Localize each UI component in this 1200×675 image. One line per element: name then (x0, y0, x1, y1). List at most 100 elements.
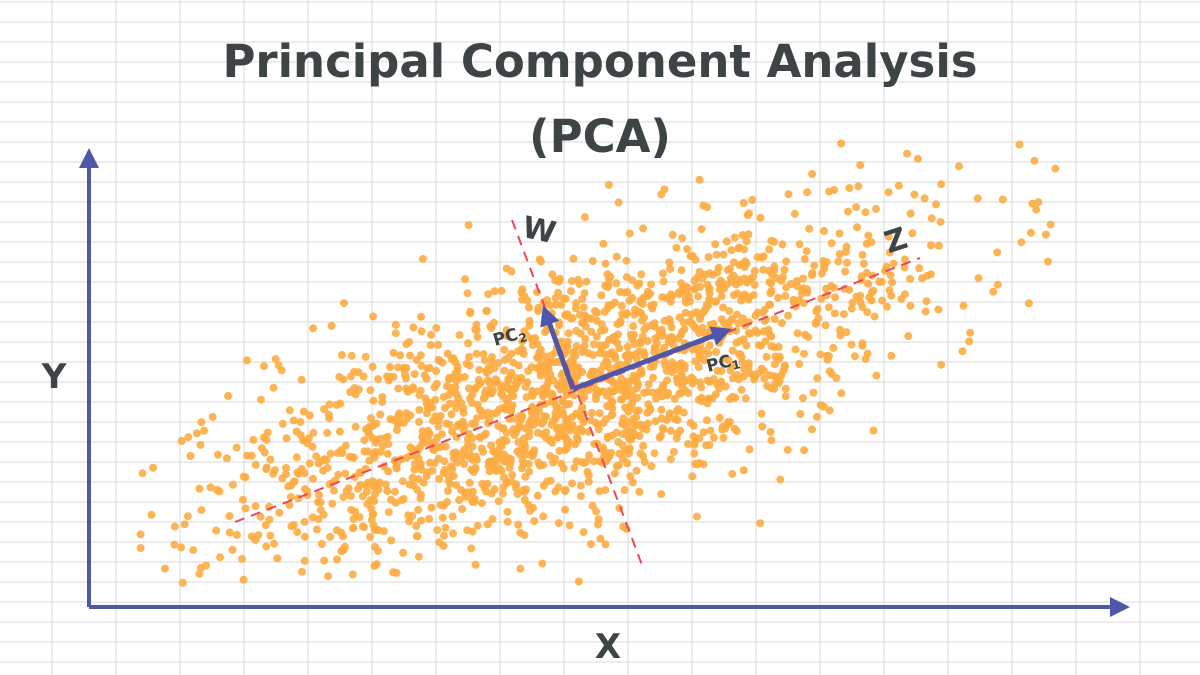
scatter-point (202, 561, 211, 570)
scatter-point (536, 257, 545, 266)
scatter-point (709, 375, 718, 383)
scatter-point (551, 294, 560, 302)
scatter-point (516, 564, 525, 573)
scatter-point (744, 363, 753, 372)
scatter-point (554, 483, 563, 492)
scatter-point (500, 355, 509, 364)
scatter-point (500, 473, 509, 482)
scatter-point (273, 554, 282, 563)
scatter-point (936, 218, 945, 226)
scatter-point (369, 312, 378, 321)
scatter-point (444, 486, 452, 495)
scatter-point (989, 287, 998, 296)
scatter-point (317, 540, 326, 548)
scatter-point (869, 426, 878, 435)
scatter-point (725, 264, 734, 273)
scatter-point (512, 484, 520, 492)
scatter-point (781, 292, 790, 300)
scatter-point (523, 296, 532, 305)
scatter-point (500, 345, 509, 354)
scatter-point (494, 497, 503, 506)
scatter-point (239, 575, 248, 584)
scatter-point (915, 264, 924, 273)
scatter-point (639, 224, 648, 233)
scatter-point (666, 265, 675, 273)
scatter-point (520, 531, 529, 540)
scatter-point (425, 515, 434, 523)
scatter-point (719, 250, 728, 259)
scatter-point (642, 425, 651, 434)
scatter-point (852, 203, 861, 211)
scatter-point (800, 255, 809, 264)
scatter-point (197, 418, 206, 427)
scatter-point (648, 304, 657, 313)
scatter-point (247, 451, 256, 460)
scatter-point (1051, 164, 1060, 173)
scatter-point (440, 457, 449, 466)
scatter-point (238, 554, 246, 563)
scatter-point (627, 376, 636, 385)
scatter-point (601, 259, 610, 268)
scatter-point (827, 239, 836, 248)
scatter-point (649, 373, 657, 382)
scatter-point (737, 353, 746, 362)
scatter-point (485, 467, 494, 476)
scatter-point (920, 194, 929, 203)
scatter-point (592, 395, 600, 403)
scatter-point (544, 373, 552, 382)
scatter-point (428, 466, 437, 475)
scatter-point (402, 364, 411, 372)
scatter-point (387, 536, 396, 545)
scatter-point (719, 433, 728, 442)
scatter-point (509, 358, 518, 367)
scatter-point (468, 434, 477, 443)
scatter-point (309, 474, 317, 483)
scatter-point (632, 354, 641, 363)
page-title-line1: Principal Component Analysis (222, 35, 977, 88)
scatter-point (332, 400, 341, 409)
scatter-point (590, 367, 599, 376)
scatter-point (781, 392, 790, 401)
scatter-point (238, 495, 247, 504)
scatter-point (461, 275, 470, 284)
scatter-point (350, 473, 359, 481)
scatter-point (550, 358, 559, 367)
scatter-point (1026, 228, 1035, 237)
scatter-point (624, 352, 633, 361)
scatter-point (553, 433, 562, 442)
scatter-point (371, 490, 379, 499)
scatter-point (309, 324, 318, 333)
scatter-point (469, 487, 477, 496)
scatter-point (256, 512, 265, 521)
scatter-point (492, 409, 501, 418)
scatter-point (479, 447, 487, 456)
scatter-point (376, 447, 385, 456)
scatter-point (495, 438, 504, 447)
scatter-point (314, 491, 323, 499)
scatter-point (346, 372, 355, 381)
scatter-point (802, 247, 811, 256)
scatter-point (222, 454, 231, 463)
scatter-point (882, 262, 891, 271)
scatter-point (575, 410, 584, 419)
scatter-point (364, 478, 373, 487)
scatter-point (677, 388, 686, 397)
scatter-point (750, 280, 759, 289)
scatter-point (460, 488, 469, 497)
scatter-point (542, 382, 551, 390)
scatter-point (441, 523, 450, 532)
scatter-point (594, 425, 603, 434)
scatter-point (579, 528, 588, 537)
scatter-point (666, 426, 675, 435)
scatter-point (756, 519, 765, 528)
scatter-point (561, 487, 569, 496)
scatter-point (601, 340, 610, 349)
scatter-point (460, 422, 469, 431)
scatter-point (675, 290, 684, 299)
scatter-point (561, 505, 569, 514)
scatter-point (408, 445, 417, 454)
scatter-point (298, 567, 306, 576)
scatter-point (922, 297, 931, 306)
scatter-point (433, 526, 442, 535)
scatter-point (998, 195, 1007, 204)
